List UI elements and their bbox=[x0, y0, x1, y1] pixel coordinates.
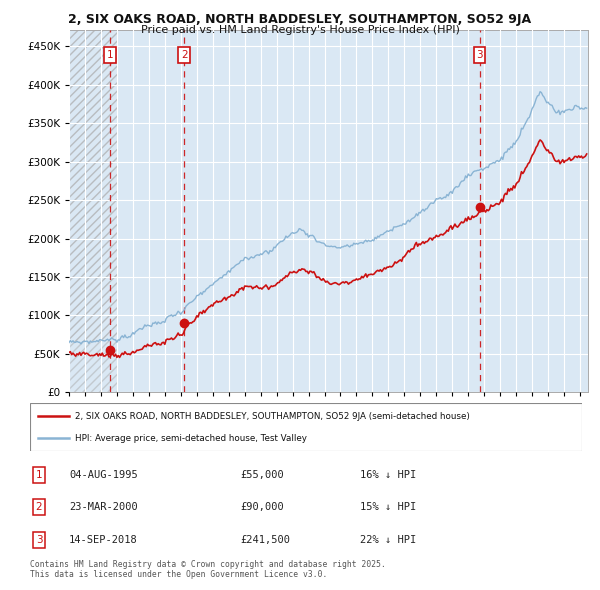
Text: £241,500: £241,500 bbox=[240, 535, 290, 545]
Text: 22% ↓ HPI: 22% ↓ HPI bbox=[360, 535, 416, 545]
Text: 3: 3 bbox=[35, 535, 43, 545]
Text: 14-SEP-2018: 14-SEP-2018 bbox=[69, 535, 138, 545]
Text: HPI: Average price, semi-detached house, Test Valley: HPI: Average price, semi-detached house,… bbox=[75, 434, 307, 442]
Text: 04-AUG-1995: 04-AUG-1995 bbox=[69, 470, 138, 480]
Text: 15% ↓ HPI: 15% ↓ HPI bbox=[360, 503, 416, 512]
Text: 2, SIX OAKS ROAD, NORTH BADDESLEY, SOUTHAMPTON, SO52 9JA (semi-detached house): 2, SIX OAKS ROAD, NORTH BADDESLEY, SOUTH… bbox=[75, 412, 470, 421]
Text: Contains HM Land Registry data © Crown copyright and database right 2025.
This d: Contains HM Land Registry data © Crown c… bbox=[30, 560, 386, 579]
Text: 23-MAR-2000: 23-MAR-2000 bbox=[69, 503, 138, 512]
Text: 2, SIX OAKS ROAD, NORTH BADDESLEY, SOUTHAMPTON, SO52 9JA: 2, SIX OAKS ROAD, NORTH BADDESLEY, SOUTH… bbox=[68, 13, 532, 26]
Text: Price paid vs. HM Land Registry's House Price Index (HPI): Price paid vs. HM Land Registry's House … bbox=[140, 25, 460, 35]
Text: 2: 2 bbox=[35, 503, 43, 512]
Text: £55,000: £55,000 bbox=[240, 470, 284, 480]
Text: 1: 1 bbox=[107, 50, 113, 60]
Text: 3: 3 bbox=[476, 50, 483, 60]
Text: 16% ↓ HPI: 16% ↓ HPI bbox=[360, 470, 416, 480]
Text: £90,000: £90,000 bbox=[240, 503, 284, 512]
Text: 2: 2 bbox=[181, 50, 188, 60]
Text: 1: 1 bbox=[35, 470, 43, 480]
